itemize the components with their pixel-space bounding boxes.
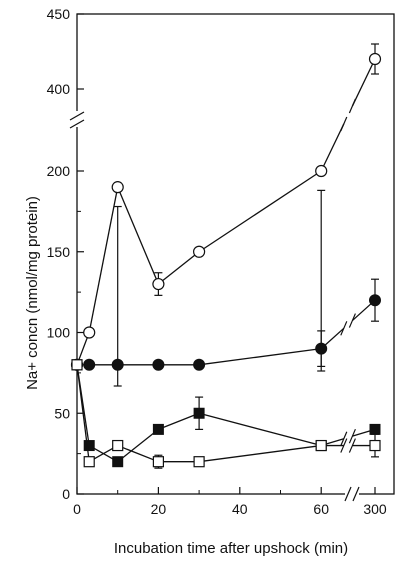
y-tick-label: 100 bbox=[47, 325, 71, 341]
data-point bbox=[193, 358, 206, 371]
series-break-slash bbox=[340, 431, 348, 447]
data-point bbox=[369, 439, 381, 452]
series-break-slash bbox=[348, 98, 356, 114]
y-tick-label: 150 bbox=[47, 244, 71, 260]
series-layer bbox=[70, 43, 382, 469]
break-gap bbox=[345, 486, 359, 502]
series-line bbox=[117, 428, 159, 463]
data-point bbox=[193, 456, 205, 468]
y-axis-break bbox=[69, 111, 85, 129]
break-slash bbox=[352, 486, 360, 502]
x-tick-label: 20 bbox=[151, 501, 167, 517]
data-point bbox=[369, 423, 381, 435]
series-line bbox=[117, 444, 159, 463]
axes: 0 50 100 150 200 400 450 0 20 40 60 300 bbox=[47, 6, 395, 517]
data-point bbox=[152, 277, 165, 291]
y-tick-label: 450 bbox=[47, 6, 71, 22]
data-point bbox=[193, 407, 205, 419]
series-line bbox=[320, 123, 345, 172]
data-point bbox=[152, 423, 164, 435]
series-break-slash bbox=[340, 438, 348, 453]
data-point bbox=[152, 358, 165, 371]
data-point bbox=[83, 456, 95, 468]
series-line bbox=[198, 170, 322, 253]
x-tick-label: 300 bbox=[363, 501, 387, 517]
y-tick-label: 200 bbox=[47, 163, 71, 179]
x-tick-label: 0 bbox=[73, 501, 81, 517]
y-axis-title: Na+ concn (nmol/mg protein) bbox=[24, 196, 41, 390]
series-line bbox=[351, 58, 376, 107]
series-break-slash bbox=[340, 116, 348, 132]
data-point bbox=[369, 294, 381, 307]
x-axis-title: Incubation time after upshock (min) bbox=[114, 540, 348, 557]
series-line bbox=[88, 187, 119, 333]
series-line bbox=[198, 412, 322, 447]
data-point bbox=[83, 440, 95, 452]
series-break-slash bbox=[348, 313, 356, 328]
series-break-slash bbox=[340, 321, 348, 336]
series-open-circle bbox=[70, 43, 382, 387]
data-point bbox=[315, 164, 328, 178]
y-tick-label: 50 bbox=[54, 405, 70, 421]
data-point bbox=[83, 358, 96, 371]
x-tick-label: 40 bbox=[232, 501, 248, 517]
x-tick-label: 60 bbox=[313, 501, 329, 517]
series-line bbox=[158, 412, 200, 431]
data-point bbox=[111, 358, 124, 371]
data-point bbox=[71, 359, 83, 371]
series-line bbox=[199, 444, 322, 463]
data-point bbox=[112, 456, 124, 468]
data-point bbox=[112, 439, 124, 452]
x-axis-break bbox=[344, 486, 360, 502]
data-point bbox=[193, 245, 206, 258]
data-point bbox=[111, 181, 124, 194]
data-point bbox=[83, 326, 96, 339]
break-slash bbox=[344, 486, 352, 502]
y-tick-label: 400 bbox=[47, 81, 71, 97]
data-point bbox=[152, 456, 164, 468]
series-line bbox=[76, 364, 90, 462]
plot-frame bbox=[76, 13, 395, 495]
series-filled-circle bbox=[71, 278, 381, 371]
series-break-slash bbox=[348, 438, 356, 453]
series-line bbox=[157, 251, 200, 285]
series-line bbox=[117, 186, 159, 285]
y-tick-label: 0 bbox=[62, 486, 70, 502]
break-gap bbox=[73, 111, 81, 127]
series-open-square bbox=[71, 359, 381, 469]
data-point bbox=[315, 439, 327, 452]
series-line bbox=[199, 348, 322, 366]
series-break-slash bbox=[348, 428, 356, 444]
data-point bbox=[315, 342, 328, 355]
break-slash bbox=[69, 119, 85, 129]
break-slash bbox=[69, 111, 85, 121]
data-point bbox=[368, 52, 382, 66]
